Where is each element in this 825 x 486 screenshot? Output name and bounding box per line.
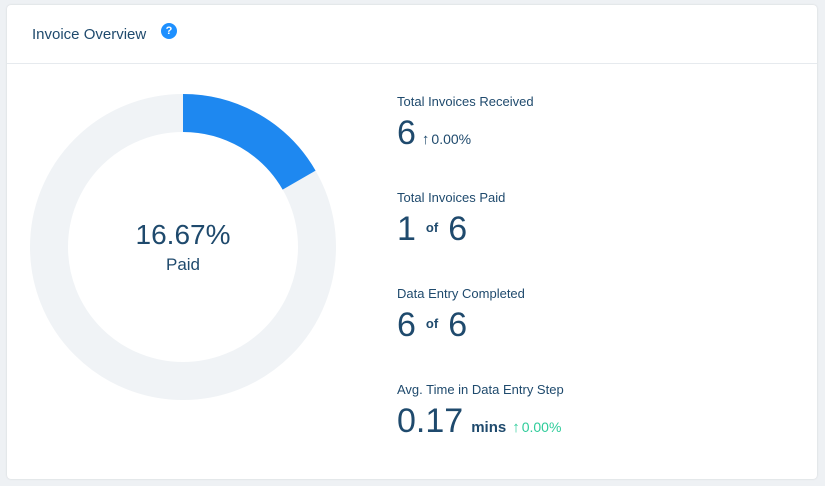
of-separator: of — [425, 316, 439, 331]
donut-percent: 16.67% — [135, 219, 231, 250]
question-icon[interactable]: ? — [161, 23, 177, 39]
stat-value-row: 1 of 6 — [397, 209, 564, 249]
stats-list: Total Invoices Received 6 ↑ 0.00% Total … — [397, 93, 564, 477]
card-header: Invoice Overview ? — [7, 5, 817, 64]
donut-svg — [30, 94, 336, 400]
trend-value: 0.00% — [521, 419, 562, 435]
stat-total: 6 — [448, 306, 468, 344]
stat-value: 1 — [397, 210, 416, 248]
stat-value: 6 — [397, 306, 416, 344]
donut-center: 16.67% Paid — [30, 94, 336, 400]
stat-value-row: 0.17 mins ↑ 0.00% — [397, 401, 564, 441]
arrow-up-icon: ↑ — [512, 419, 520, 436]
trend-value: 0.00% — [431, 131, 472, 147]
card-title: Invoice Overview — [32, 26, 147, 43]
donut-paid-segment — [30, 94, 336, 400]
paid-donut-chart: 16.67% Paid — [30, 94, 336, 400]
stat-value: 6 — [397, 114, 416, 152]
stat-data-entry-completed: Data Entry Completed 6 of 6 — [397, 285, 564, 381]
trend-indicator: ↑ 0.00% — [422, 131, 471, 148]
stat-label: Total Invoices Paid — [397, 190, 506, 205]
stat-label: Avg. Time in Data Entry Step — [397, 382, 564, 397]
of-separator: of — [425, 220, 439, 235]
stat-value-row: 6 of 6 — [397, 305, 564, 345]
stat-label: Total Invoices Received — [397, 94, 534, 109]
stat-unit: mins — [471, 419, 507, 436]
arrow-up-icon: ↑ — [421, 131, 430, 148]
trend-indicator: ↑ 0.00% — [512, 419, 561, 436]
stat-label: Data Entry Completed — [397, 286, 525, 301]
stat-total: 6 — [448, 210, 468, 248]
stat-avg-time-data-entry: Avg. Time in Data Entry Step 0.17 mins ↑… — [397, 381, 564, 477]
invoice-overview-card: Invoice Overview ? 16.67% Paid Total Inv… — [7, 5, 817, 479]
stat-total-invoices-received: Total Invoices Received 6 ↑ 0.00% — [397, 93, 564, 189]
donut-label: Paid — [165, 255, 201, 274]
stat-value: 0.17 — [397, 402, 464, 440]
stat-value-row: 6 ↑ 0.00% — [397, 113, 564, 153]
stat-total-invoices-paid: Total Invoices Paid 1 of 6 — [397, 189, 564, 285]
